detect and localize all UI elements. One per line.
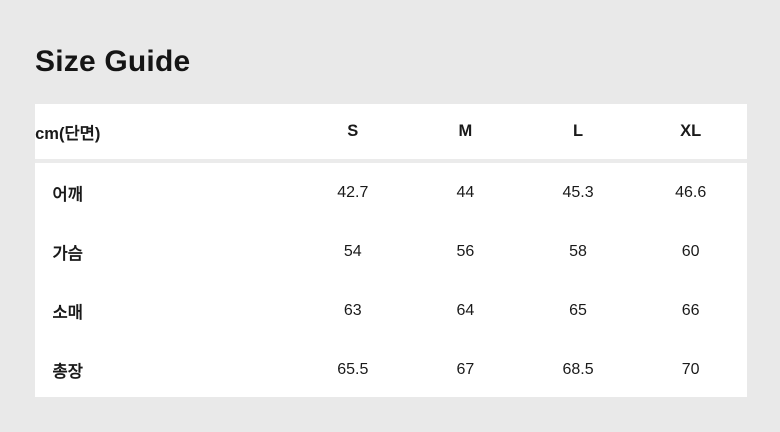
- size-guide-table: cm(단면) S M L XL 어깨 42.7 44 45.3: [35, 104, 747, 397]
- row-label-chest: 가슴: [52, 244, 83, 263]
- cell-total-length-s: 65.5: [337, 360, 369, 378]
- cell-chest-xl: 60: [681, 242, 700, 260]
- column-header-unit: cm(단면): [35, 124, 101, 143]
- cell-total-length-xl: 70: [681, 360, 700, 378]
- table-row: 소매 63 64 65 66: [35, 281, 747, 340]
- table-header-row: cm(단면) S M L XL: [35, 104, 747, 159]
- column-header-xl: XL: [680, 122, 702, 140]
- cell-sleeve-l: 65: [569, 301, 587, 319]
- table-row: 어깨 42.7 44 45.3 46.6: [35, 163, 747, 222]
- cell-shoulder-m: 44: [456, 183, 475, 201]
- header-divider-row: [35, 159, 747, 163]
- cell-sleeve-s: 63: [343, 301, 362, 319]
- row-label-total-length: 총장: [52, 362, 83, 381]
- table-row: 총장 65.5 67 68.5 70: [35, 340, 747, 399]
- cell-total-length-l: 68.5: [562, 360, 594, 378]
- table-body: 어깨 42.7 44 45.3 46.6 가슴 54 56 58 60 소매 6…: [35, 163, 747, 399]
- row-label-shoulder: 어깨: [52, 185, 83, 204]
- page-title: Size Guide: [35, 45, 191, 78]
- cell-total-length-m: 67: [456, 360, 475, 378]
- cell-sleeve-m: 64: [456, 301, 475, 319]
- cell-shoulder-s: 42.7: [337, 183, 369, 201]
- header-divider-line: [35, 159, 747, 163]
- column-header-l: L: [572, 122, 584, 140]
- cell-chest-l: 58: [569, 242, 587, 260]
- row-label-sleeve: 소매: [52, 303, 83, 322]
- cell-chest-s: 54: [343, 242, 362, 260]
- cell-sleeve-xl: 66: [681, 301, 700, 319]
- cell-chest-m: 56: [456, 242, 475, 260]
- table-row: 가슴 54 56 58 60: [35, 222, 747, 281]
- cell-shoulder-xl: 46.6: [675, 183, 707, 201]
- column-header-m: M: [458, 122, 473, 140]
- header-divider-cell: [35, 159, 747, 163]
- cell-shoulder-l: 45.3: [562, 183, 594, 201]
- column-header-s: S: [347, 122, 359, 140]
- measurements-table: cm(단면) S M L XL 어깨 42.7 44 45.3: [35, 104, 747, 399]
